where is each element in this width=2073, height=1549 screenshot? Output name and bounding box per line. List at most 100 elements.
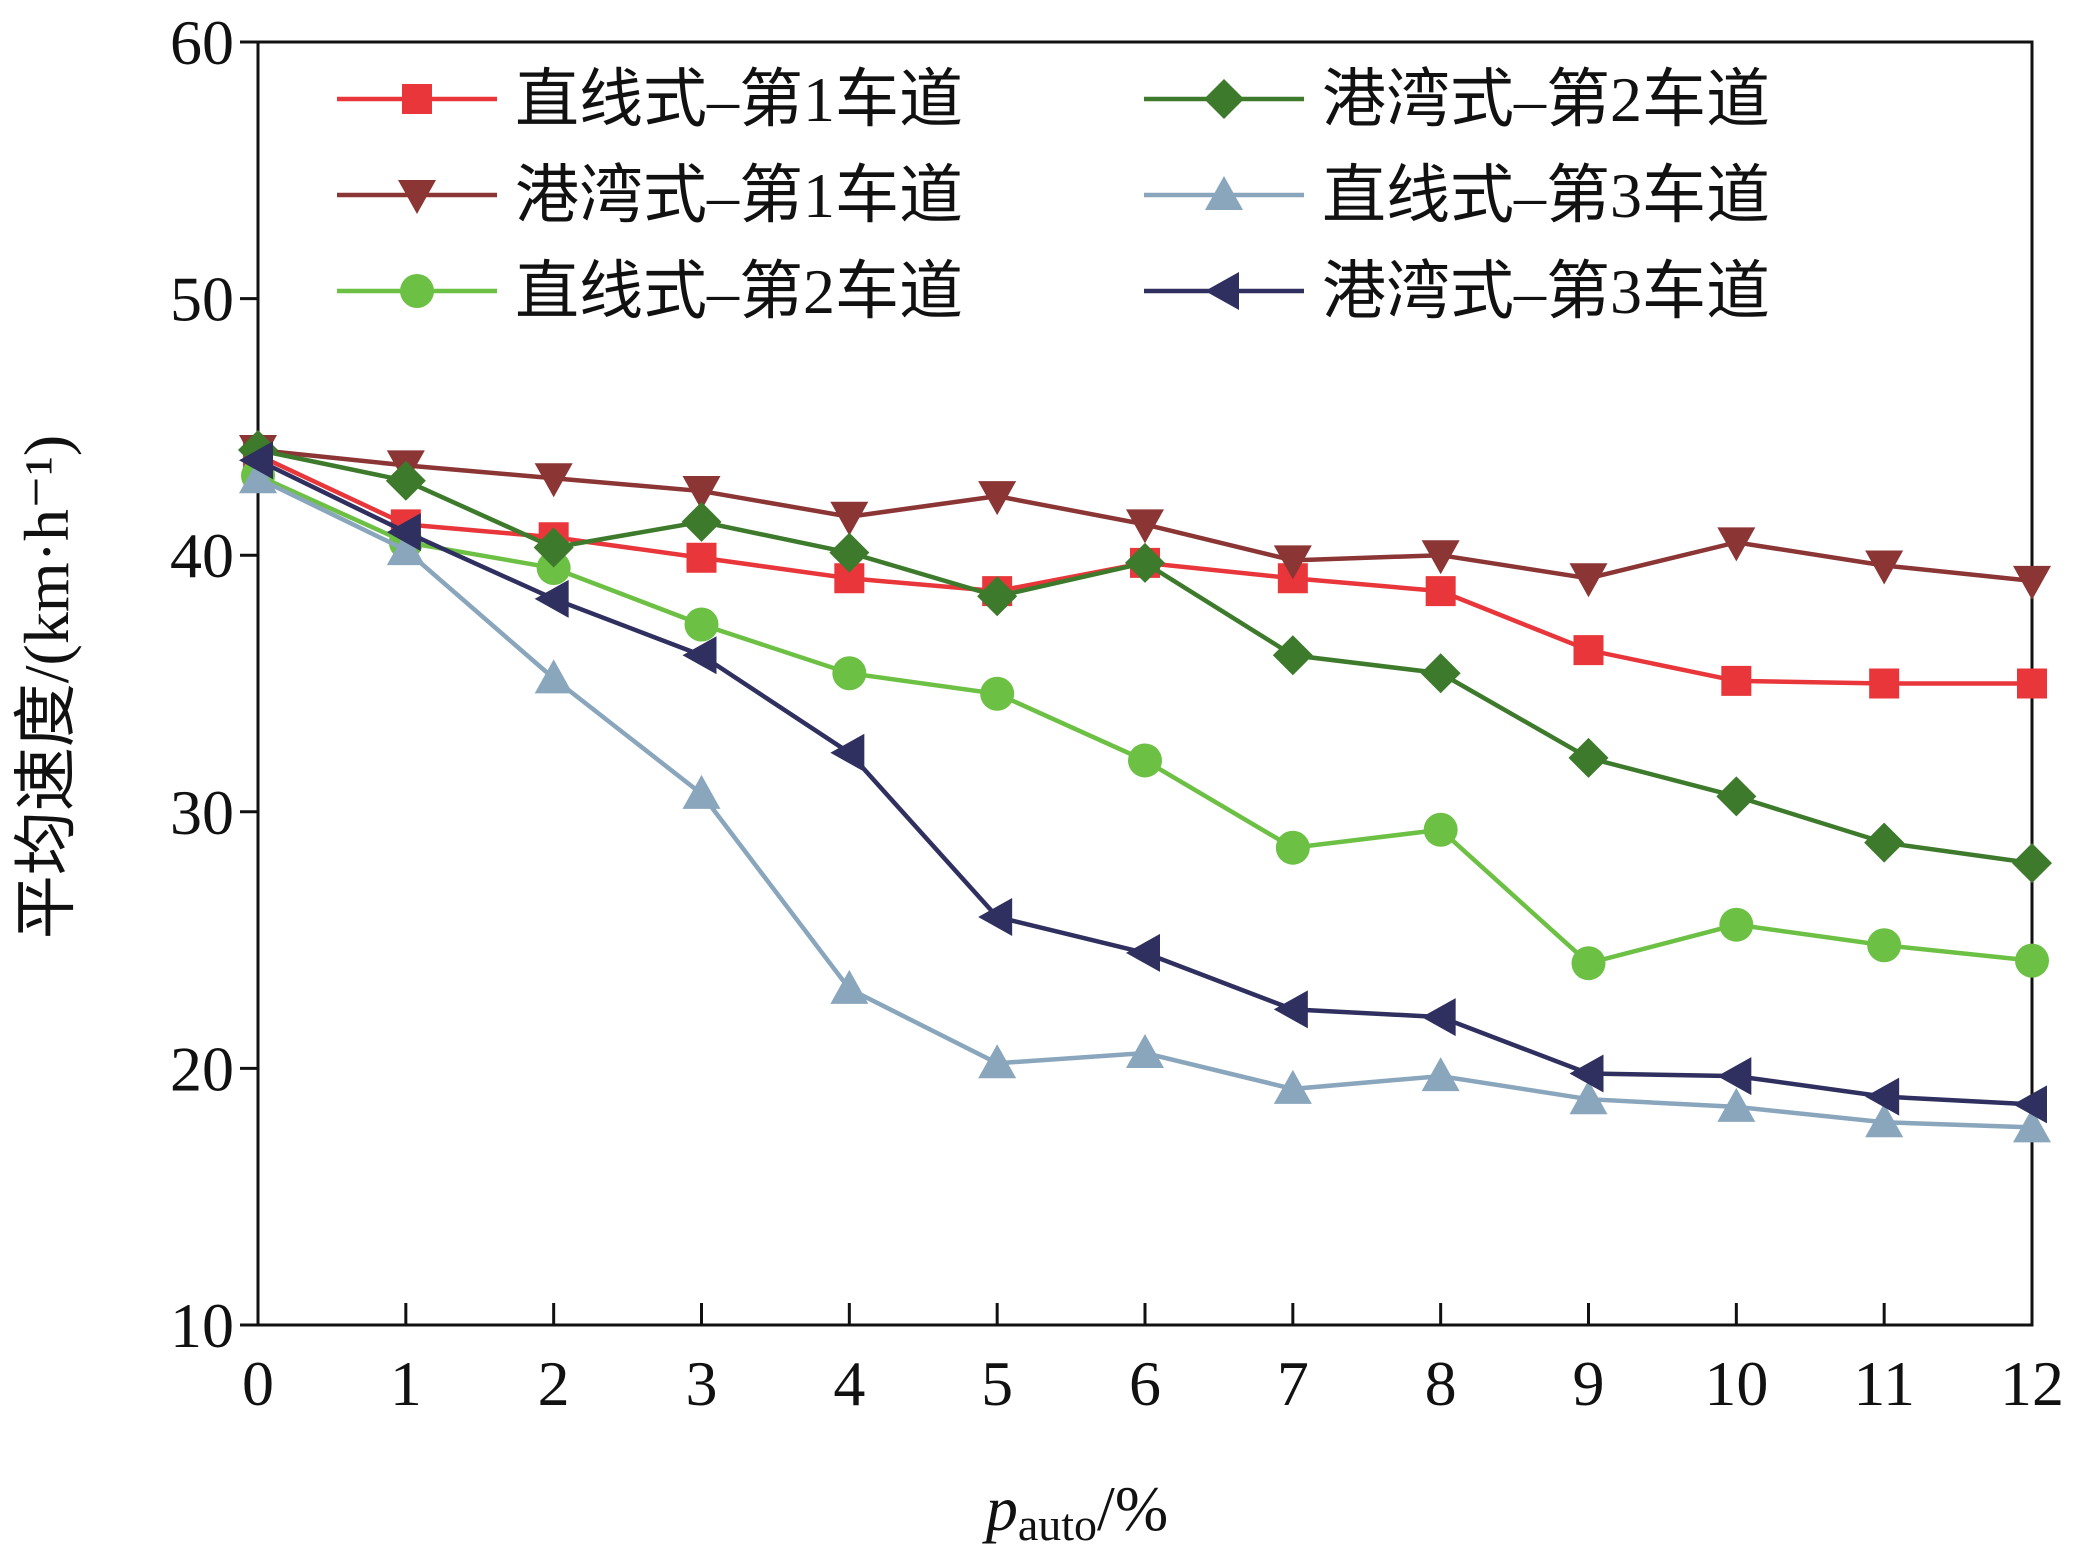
marker	[1569, 1054, 1604, 1093]
x-tick-label: 6	[1129, 1348, 1161, 1419]
marker	[1423, 812, 1458, 847]
legend-marker	[398, 180, 436, 214]
x-tick-label: 4	[833, 1348, 865, 1419]
marker	[1569, 563, 1608, 598]
marker	[1573, 635, 1604, 666]
marker	[1420, 653, 1461, 694]
legend-marker	[1205, 176, 1243, 210]
marker	[2013, 1085, 2047, 1124]
marker	[1421, 998, 1456, 1037]
x-axis-label: pauto/%	[982, 1473, 1168, 1549]
x-tick-label: 5	[981, 1348, 1013, 1419]
marker	[1421, 540, 1460, 575]
y-tick-label: 40	[170, 520, 234, 591]
marker	[980, 676, 1015, 711]
marker	[1273, 990, 1308, 1029]
marker	[1867, 928, 1902, 963]
x-tick-label: 12	[2000, 1348, 2064, 1419]
y-axis-label: 平均速度/(km·h⁻¹)	[11, 435, 82, 939]
x-tick-label: 0	[242, 1348, 274, 1419]
legend-marker	[1204, 79, 1244, 119]
legend-label: 直线式–第3车道	[1322, 160, 1770, 231]
marker	[682, 476, 721, 511]
marker	[834, 563, 865, 594]
marker	[682, 636, 717, 675]
marker	[1716, 776, 1757, 817]
marker	[1571, 946, 1606, 981]
marker	[830, 969, 869, 1004]
x-tick-label: 10	[1704, 1348, 1768, 1419]
x-tick-label: 3	[686, 1348, 718, 1419]
marker	[1717, 527, 1756, 562]
marker	[978, 1044, 1017, 1079]
marker	[2013, 565, 2051, 600]
marker	[829, 532, 870, 573]
x-tick-label: 9	[1573, 1348, 1605, 1419]
x-tick-label: 8	[1425, 1348, 1457, 1419]
x-tick-label: 2	[538, 1348, 570, 1419]
marker	[386, 531, 425, 566]
marker	[1719, 907, 1754, 942]
marker	[1126, 933, 1160, 972]
marker	[1865, 550, 1904, 585]
y-tick-label: 10	[170, 1290, 234, 1361]
legend-label: 港湾式–第1车道	[515, 160, 963, 231]
x-tick-label: 1	[390, 1348, 422, 1419]
marker	[1125, 542, 1165, 583]
marker	[832, 656, 867, 691]
legend-label: 直线式–第1车道	[515, 64, 963, 135]
marker	[830, 501, 869, 536]
marker	[2013, 1108, 2051, 1143]
y-tick-label: 60	[170, 7, 234, 78]
marker	[533, 527, 574, 568]
marker	[534, 659, 573, 694]
marker	[978, 898, 1013, 937]
marker	[385, 460, 426, 501]
marker	[1721, 665, 1752, 696]
legend-marker	[402, 84, 432, 114]
marker	[978, 481, 1017, 516]
marker	[1425, 576, 1456, 607]
marker	[681, 501, 722, 542]
marker	[1126, 1034, 1164, 1069]
legend-label: 直线式–第2车道	[515, 256, 963, 327]
marker	[1275, 830, 1310, 865]
marker	[534, 579, 569, 618]
marker	[977, 576, 1018, 617]
y-tick-label: 30	[170, 777, 234, 848]
marker	[1865, 1103, 1904, 1138]
marker	[536, 551, 571, 586]
legend-marker	[1205, 272, 1239, 310]
marker	[682, 774, 721, 809]
marker	[686, 542, 717, 573]
legend-label: 港湾式–第3车道	[1322, 256, 1770, 327]
marker	[1272, 635, 1313, 676]
marker	[1865, 1077, 1900, 1116]
marker	[2015, 943, 2049, 978]
marker	[1421, 1057, 1460, 1092]
marker	[1273, 545, 1312, 580]
marker	[2017, 668, 2047, 699]
marker	[386, 513, 421, 552]
marker	[1569, 1080, 1608, 1115]
marker	[2012, 843, 2052, 884]
y-tick-label: 20	[170, 1033, 234, 1104]
legend-marker	[400, 274, 434, 308]
marker	[239, 441, 273, 480]
x-tick-label: 7	[1277, 1348, 1309, 1419]
marker	[1568, 737, 1609, 778]
marker	[684, 607, 719, 642]
marker	[1128, 743, 1162, 778]
marker	[1273, 1069, 1312, 1104]
marker	[1864, 822, 1905, 863]
marker	[1717, 1057, 1752, 1096]
x-label-suffix: /%	[1097, 1473, 1168, 1544]
marker	[1717, 1087, 1756, 1122]
x-label-sub: auto	[1018, 1499, 1097, 1549]
x-tick-label: 11	[1853, 1348, 1915, 1419]
legend-label: 港湾式–第2车道	[1322, 64, 1770, 135]
marker	[1126, 509, 1164, 544]
marker	[1869, 668, 1900, 699]
